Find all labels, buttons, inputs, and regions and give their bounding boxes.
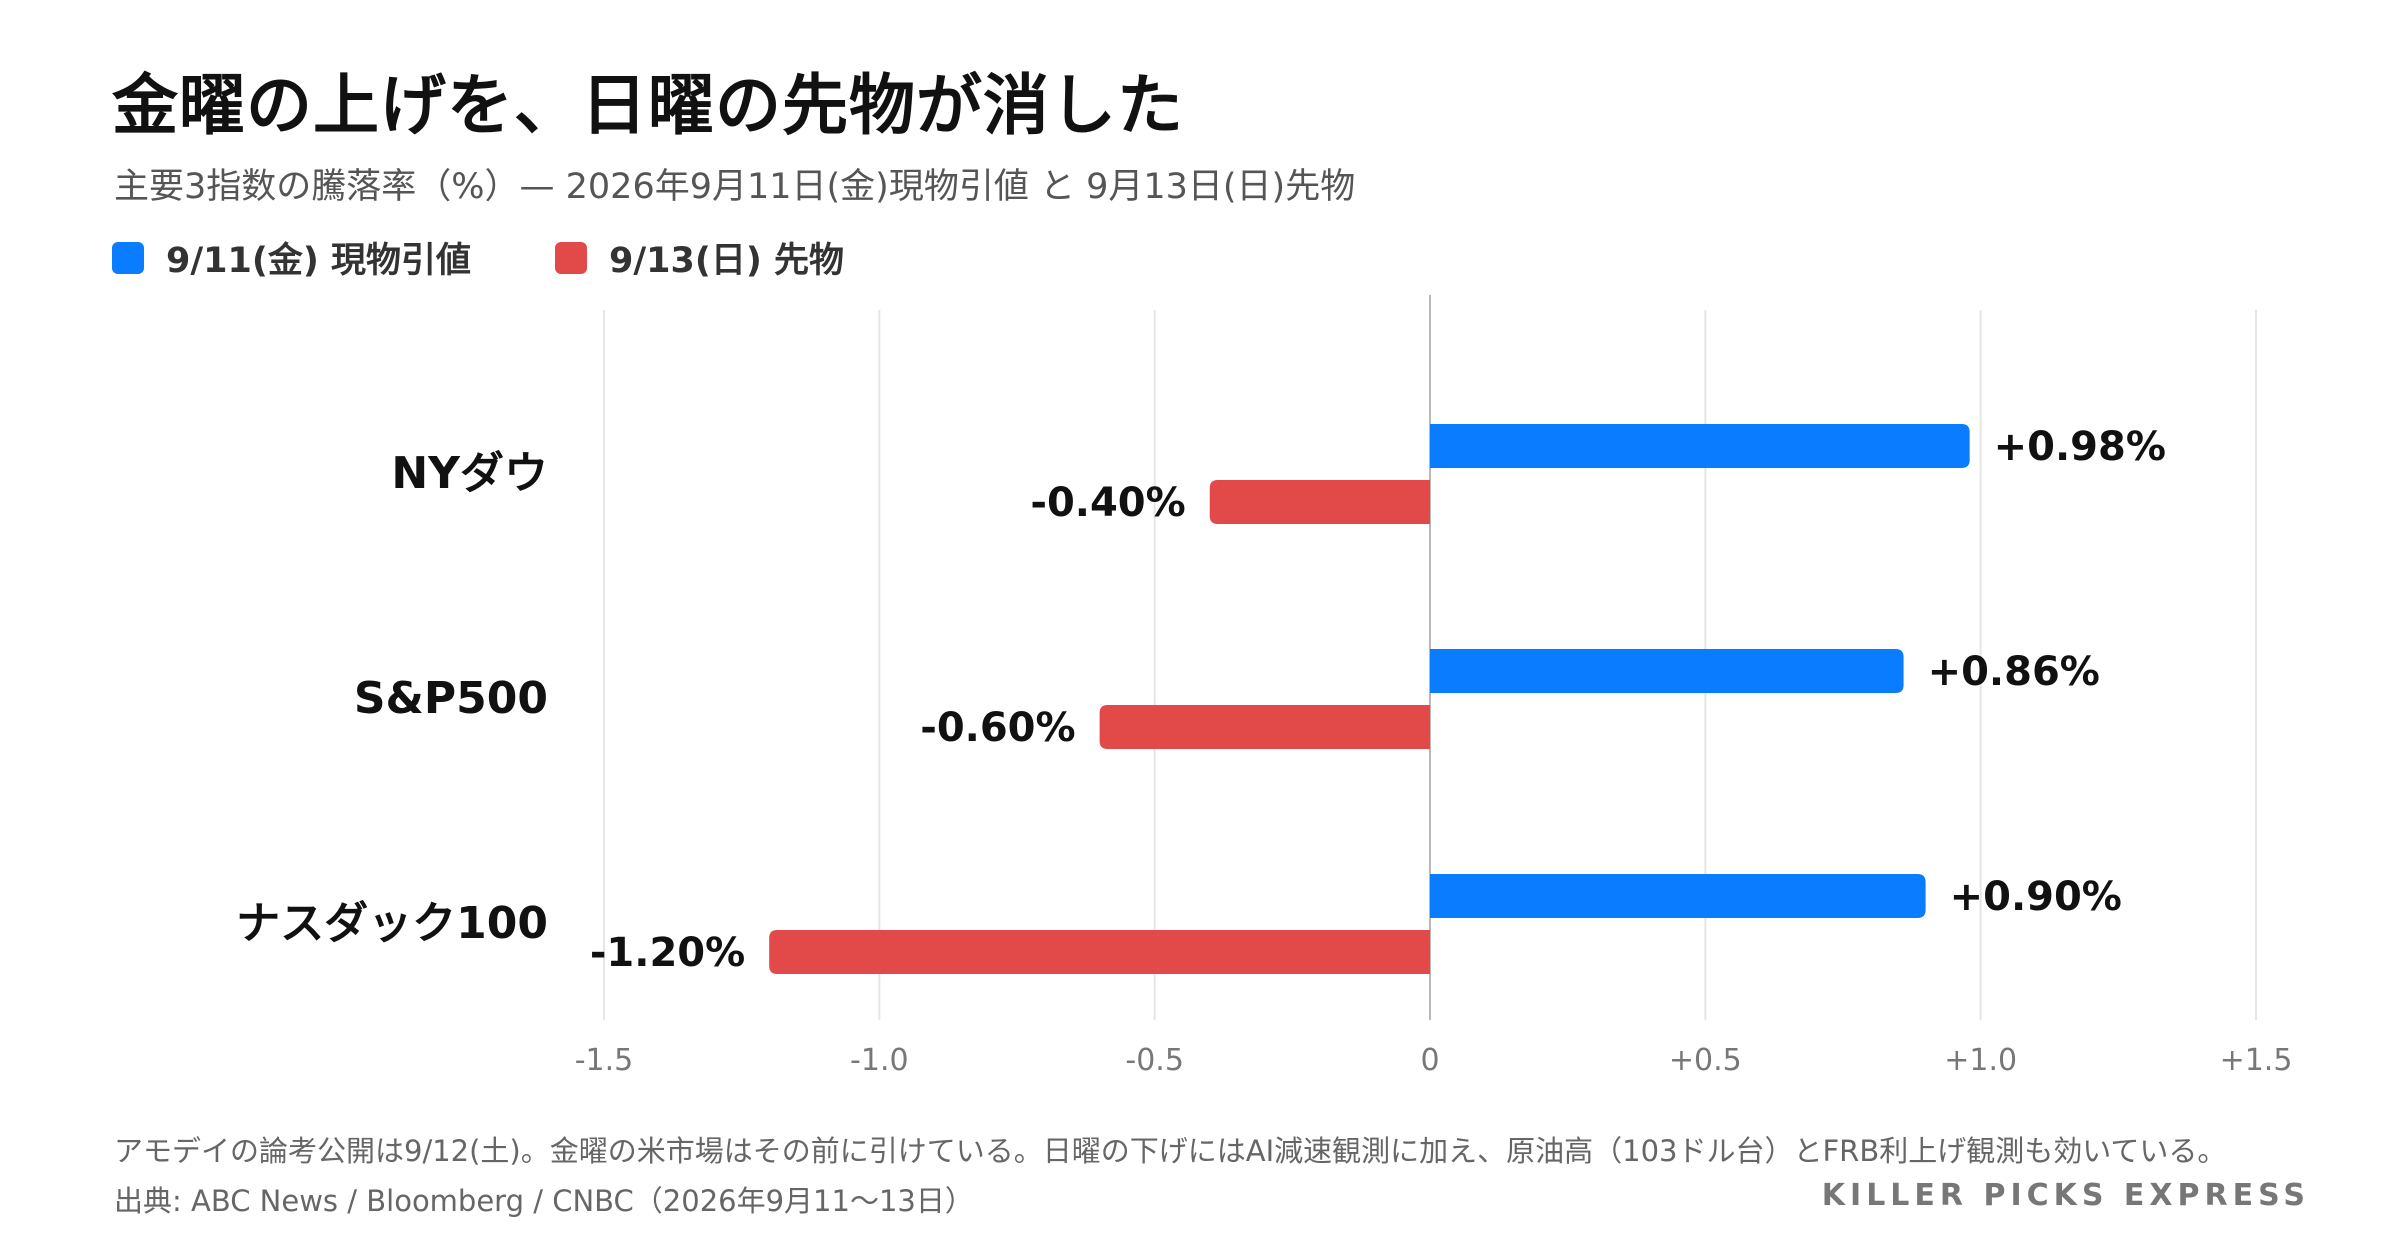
data-label: +0.90% — [1950, 874, 2122, 920]
footnote: アモデイの論考公開は9/12(土)。金曜の米市場はその前に引けている。日曜の下げ… — [114, 1134, 2227, 1168]
bar-futures — [769, 930, 1430, 974]
legend-item-spot: 9/11(金) 現物引値 — [112, 232, 471, 283]
x-tick-label: -1.5 — [575, 1043, 634, 1078]
data-label: +0.98% — [1994, 424, 2166, 470]
x-tick-label: 0 — [1420, 1043, 1439, 1078]
legend-label-spot: 9/11(金) 現物引値 — [166, 241, 472, 281]
source-line: 出典: ABC News / Bloomberg / CNBC（2026年9月1… — [114, 1184, 974, 1218]
category-label: ナスダック100 — [236, 898, 548, 949]
data-label: -1.20% — [590, 930, 745, 976]
legend-swatch-spot — [112, 241, 144, 274]
chart-title: 金曜の上げを、日曜の先物が消した — [112, 67, 1184, 144]
data-label: -0.60% — [920, 705, 1075, 751]
category-label: S&P500 — [354, 673, 548, 724]
x-tick-label: -1.0 — [850, 1043, 909, 1078]
legend: 9/11(金) 現物引値 9/13(日) 先物 — [112, 232, 928, 283]
x-tick-label: +0.5 — [1669, 1043, 1742, 1078]
bar-futures — [1209, 480, 1430, 524]
bar-spot — [1430, 649, 1904, 693]
legend-swatch-futures — [555, 241, 588, 274]
brand-logo-text: KILLER PICKS EXPRESS — [1821, 1178, 2310, 1213]
bar-chart: -1.5 -1.0 -0.5 0 +0.5 +1.0 +1.5 NYダウ +0.98% -0.40… — [236, 295, 2293, 1078]
legend-label-futures: 9/13(日) 先物 — [609, 241, 845, 281]
x-tick-label: +1.0 — [1944, 1043, 2017, 1078]
data-label: -0.40% — [1030, 480, 1185, 526]
data-label: +0.86% — [1928, 649, 2100, 695]
legend-item-futures: 9/13(日) 先物 — [555, 232, 844, 283]
x-tick-label: +1.5 — [2220, 1043, 2293, 1078]
bar-futures — [1099, 705, 1430, 749]
category-label: NYダウ — [391, 448, 548, 499]
chart-subtitle: 主要3指数の騰落率（%）— 2026年9月11日(金)現物引値 と 9月13日(… — [114, 167, 1356, 207]
bar-spot — [1430, 874, 1926, 918]
x-tick-label: -0.5 — [1125, 1043, 1184, 1078]
bar-spot — [1430, 424, 1970, 468]
